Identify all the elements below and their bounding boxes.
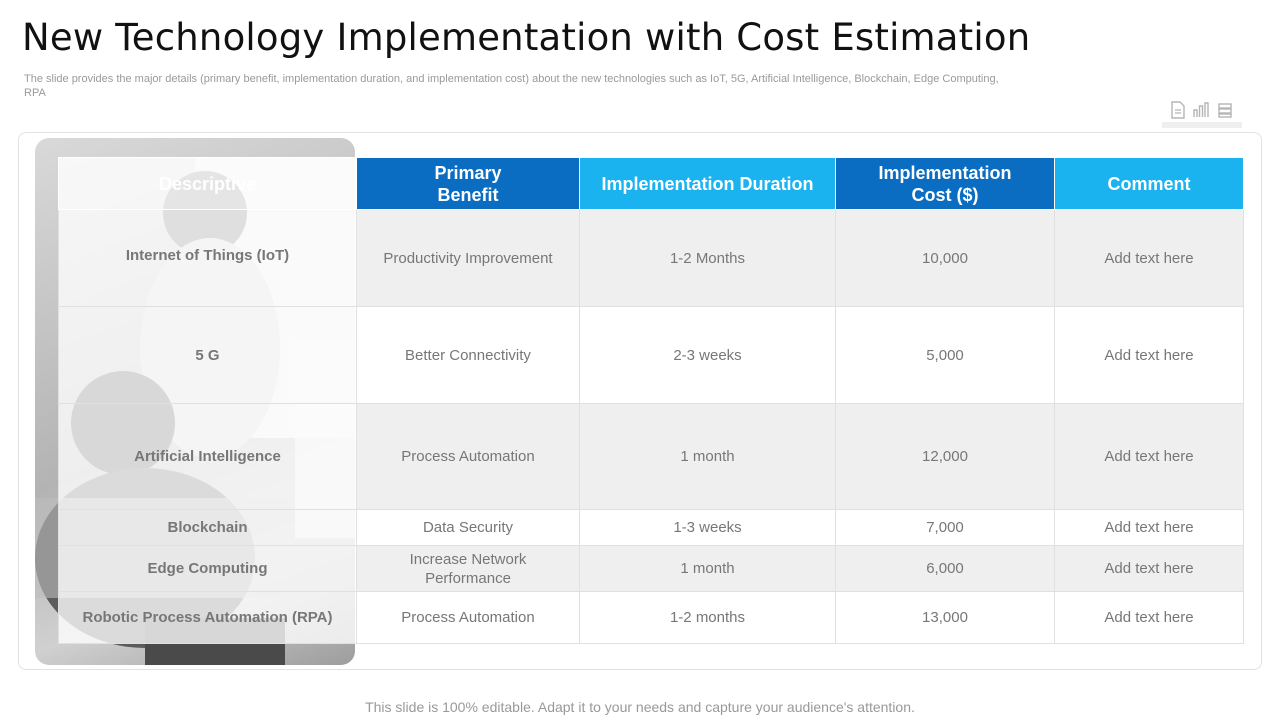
table-row: Robotic Process Automation (RPA) Process…: [58, 591, 1244, 644]
comment-cell[interactable]: Add text here: [1054, 306, 1244, 404]
duration-cell: 1-2 Months: [579, 209, 836, 307]
duration-cell: 1 month: [579, 545, 836, 592]
page-title: New Technology Implementation with Cost …: [22, 16, 1031, 59]
comment-cell[interactable]: Add text here: [1054, 403, 1244, 510]
benefit-cell: Increase Network Performance: [356, 545, 580, 592]
column-header-implementation-cost: Implementation Cost ($): [835, 157, 1055, 210]
column-header-primary-benefit: Primary Benefit: [356, 157, 580, 210]
cost-cell: 12,000: [835, 403, 1055, 510]
row-label: Internet of Things (IoT): [58, 209, 357, 307]
row-label: Robotic Process Automation (RPA): [58, 591, 357, 644]
duration-cell: 1-2 months: [579, 591, 836, 644]
table-row: Internet of Things (IoT) Productivity Im…: [58, 209, 1244, 307]
cost-cell: 5,000: [835, 306, 1055, 404]
benefit-cell: Productivity Improvement: [356, 209, 580, 307]
benefit-cell: Process Automation: [356, 403, 580, 510]
comment-cell[interactable]: Add text here: [1054, 209, 1244, 307]
duration-cell: 1 month: [579, 403, 836, 510]
benefit-cell: Process Automation: [356, 591, 580, 644]
cost-cell: 7,000: [835, 509, 1055, 546]
cost-cell: 13,000: [835, 591, 1055, 644]
comment-cell[interactable]: Add text here: [1054, 591, 1244, 644]
comment-cell[interactable]: Add text here: [1054, 509, 1244, 546]
table-row: Edge Computing Increase Network Performa…: [58, 545, 1244, 592]
duration-cell: 1-3 weeks: [579, 509, 836, 546]
cost-cell: 10,000: [835, 209, 1055, 307]
row-label: Blockchain: [58, 509, 357, 546]
duration-cell: 2-3 weeks: [579, 306, 836, 404]
stack-icon[interactable]: [1216, 101, 1234, 119]
cost-cell: 6,000: [835, 545, 1055, 592]
technology-cost-table: Descriptive Primary Benefit Implementati…: [58, 157, 1244, 644]
chart-icon[interactable]: [1192, 101, 1210, 119]
row-label: Artificial Intelligence: [58, 403, 357, 510]
page-subtitle: The slide provides the major details (pr…: [24, 73, 999, 99]
table-header-row: Descriptive Primary Benefit Implementati…: [58, 157, 1244, 210]
comment-cell[interactable]: Add text here: [1054, 545, 1244, 592]
benefit-cell: Better Connectivity: [356, 306, 580, 404]
footer-note: This slide is 100% editable. Adapt it to…: [365, 699, 915, 715]
table-row: 5 G Better Connectivity 2-3 weeks 5,000 …: [58, 306, 1244, 404]
row-label: 5 G: [58, 306, 357, 404]
table-row: Artificial Intelligence Process Automati…: [58, 403, 1244, 510]
column-header-implementation-duration: Implementation Duration: [579, 157, 836, 210]
column-header-descriptive: Descriptive: [58, 157, 357, 210]
slide-tool-icons: [1162, 98, 1242, 128]
row-label: Edge Computing: [58, 545, 357, 592]
column-header-comment: Comment: [1054, 157, 1244, 210]
benefit-cell: Data Security: [356, 509, 580, 546]
table-row: Blockchain Data Security 1-3 weeks 7,000…: [58, 509, 1244, 546]
document-icon[interactable]: [1170, 101, 1186, 119]
